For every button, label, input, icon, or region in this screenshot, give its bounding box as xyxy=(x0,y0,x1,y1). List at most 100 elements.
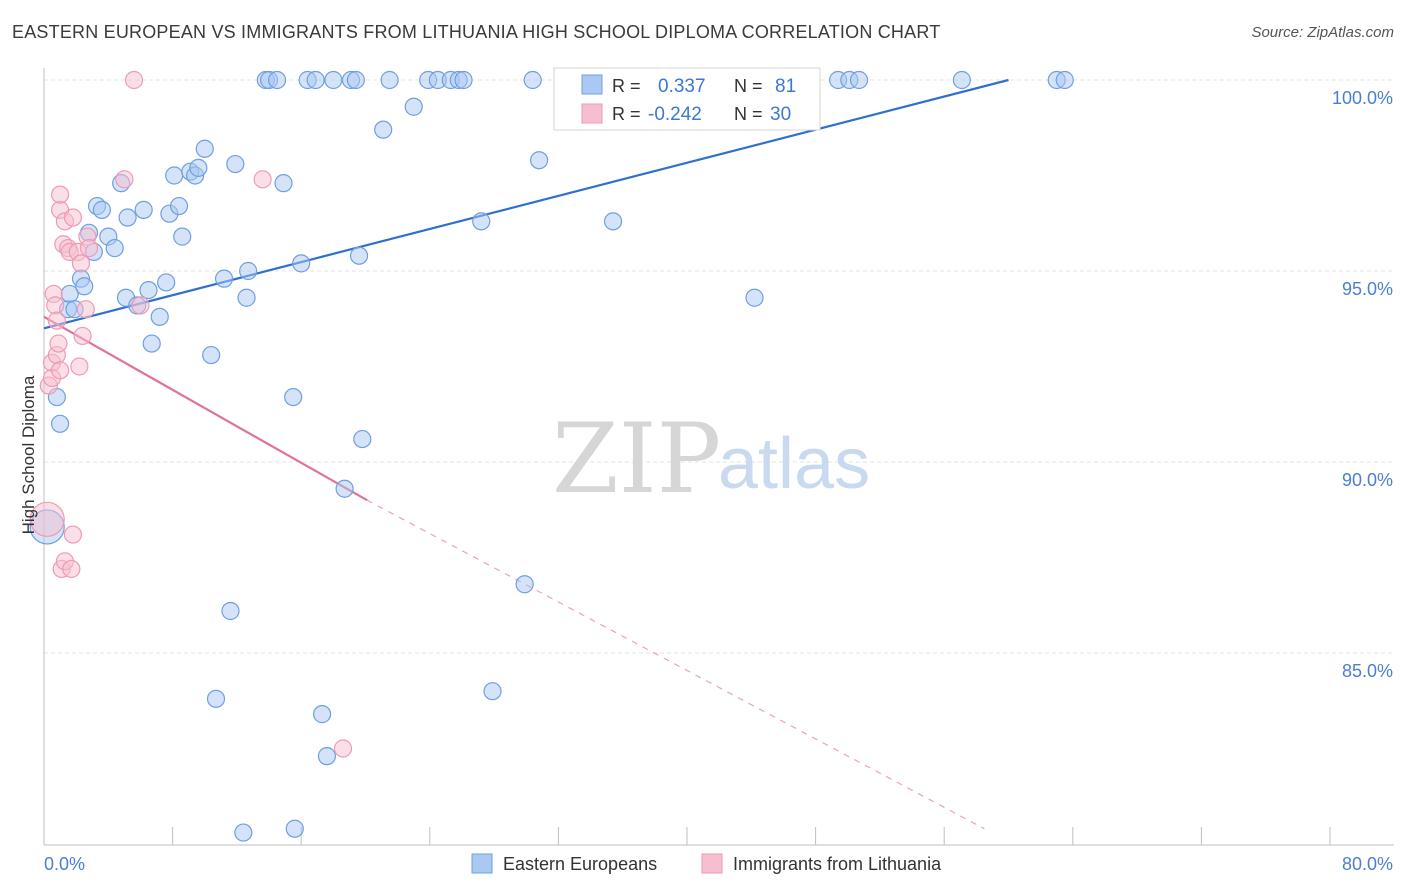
source-label: Source: ZipAtlas.com xyxy=(1251,24,1394,41)
point-immigrants-lithuania xyxy=(79,238,99,258)
point-immigrants-lithuania xyxy=(253,170,272,189)
legend-swatch-immigrants-lithuania xyxy=(701,853,723,874)
point-eastern-europeans xyxy=(139,281,158,300)
point-eastern-europeans xyxy=(214,269,234,288)
trend-line-immigrants-lithuania xyxy=(43,315,368,502)
point-eastern-europeans xyxy=(206,689,226,708)
point-immigrants-lithuania xyxy=(63,208,83,227)
axes: 100.0% 95.0% 90.0% 85.0% 0.0% 80.0% xyxy=(43,68,1394,874)
grid-lines xyxy=(44,79,1394,654)
point-eastern-europeans xyxy=(404,97,423,116)
point-immigrants-lithuania xyxy=(73,326,92,346)
point-eastern-europeans xyxy=(285,819,304,838)
legend-label-eastern-europeans: Eastern Europeans xyxy=(503,854,657,874)
point-eastern-europeans xyxy=(165,166,184,185)
point-eastern-europeans xyxy=(189,158,208,177)
stats-n-value-pink: 30 xyxy=(770,104,791,125)
stats-swatch-blue xyxy=(581,74,603,95)
watermark-zip: ZIP xyxy=(552,403,721,515)
point-eastern-europeans xyxy=(603,212,623,231)
stats-r-value-blue: 0.337 xyxy=(658,76,706,97)
point-eastern-europeans xyxy=(173,227,192,246)
stats-n-label-blue: N = xyxy=(734,76,763,96)
point-eastern-europeans xyxy=(317,747,337,766)
point-eastern-europeans xyxy=(105,238,124,258)
point-eastern-europeans xyxy=(234,823,253,842)
point-immigrants-lithuania xyxy=(62,559,81,579)
point-eastern-europeans xyxy=(324,70,343,90)
stats-swatch-pink xyxy=(581,103,603,124)
stats-r-label-pink: R = xyxy=(612,104,641,124)
point-eastern-europeans xyxy=(1055,70,1074,90)
x-tick-label: 0.0% xyxy=(44,854,85,874)
point-eastern-europeans xyxy=(454,70,473,90)
point-eastern-europeans xyxy=(169,196,189,216)
point-eastern-europeans xyxy=(472,212,491,231)
stats-n-value-blue: 81 xyxy=(775,76,796,97)
point-eastern-europeans xyxy=(745,288,764,307)
bottom-legend: Eastern Europeans Immigrants from Lithua… xyxy=(471,853,942,874)
point-immigrants-lithuania xyxy=(47,311,66,330)
point-eastern-europeans xyxy=(195,139,214,158)
point-eastern-europeans xyxy=(274,174,293,193)
point-eastern-europeans xyxy=(75,277,94,296)
point-immigrants-lithuania xyxy=(70,357,89,376)
point-eastern-europeans xyxy=(226,154,245,174)
point-immigrants-lithuania xyxy=(49,334,68,353)
point-eastern-europeans xyxy=(267,70,287,90)
y-tick-label: 95.0% xyxy=(1342,279,1393,299)
point-immigrants-lithuania xyxy=(29,501,65,537)
point-immigrants-lithuania xyxy=(76,300,95,319)
point-eastern-europeans xyxy=(202,345,221,365)
point-eastern-europeans xyxy=(483,682,502,701)
point-eastern-europeans xyxy=(353,429,372,449)
y-tick-label: 85.0% xyxy=(1342,661,1393,681)
stats-legend: R = 0.337 N = 81 R = -0.242 N = 30 xyxy=(553,67,821,131)
trend-line-eastern-europeans xyxy=(43,78,1009,330)
y-tick-label: 90.0% xyxy=(1342,470,1393,490)
point-immigrants-lithuania xyxy=(63,525,83,544)
trend-lines xyxy=(43,78,1009,830)
point-eastern-europeans xyxy=(346,70,365,90)
point-immigrants-lithuania xyxy=(50,361,70,380)
point-eastern-europeans xyxy=(134,200,153,219)
point-immigrants-lithuania xyxy=(131,296,150,315)
point-immigrants-lithuania xyxy=(50,185,70,204)
watermark-atlas: atlas xyxy=(718,424,870,504)
point-eastern-europeans xyxy=(157,273,176,292)
point-eastern-europeans xyxy=(237,288,256,307)
point-eastern-europeans xyxy=(92,200,111,219)
point-eastern-europeans xyxy=(239,261,258,281)
point-eastern-europeans xyxy=(142,334,161,353)
watermark: ZIP atlas xyxy=(552,403,870,515)
point-eastern-europeans xyxy=(849,70,869,90)
y-axis-label: High School Diploma xyxy=(19,375,38,534)
point-eastern-europeans xyxy=(515,575,534,594)
y-axis-label-group: High School Diploma xyxy=(19,375,38,534)
point-immigrants-lithuania xyxy=(124,70,144,90)
point-immigrants-lithuania xyxy=(46,296,65,315)
point-eastern-europeans xyxy=(292,254,311,273)
trend-extension-immigrants-lithuania xyxy=(366,499,985,830)
point-eastern-europeans xyxy=(380,70,399,90)
data-points xyxy=(29,70,1074,842)
stats-n-label-pink: N = xyxy=(734,104,763,124)
stats-r-value-pink: -0.242 xyxy=(648,104,702,125)
point-eastern-europeans xyxy=(284,387,303,407)
point-immigrants-lithuania xyxy=(71,254,91,273)
point-immigrants-lithuania xyxy=(115,170,134,189)
point-eastern-europeans xyxy=(335,479,354,498)
x-tick-label: 80.0% xyxy=(1342,854,1393,874)
legend-label-immigrants-lithuania: Immigrants from Lithuania xyxy=(733,854,942,874)
legend-swatch-eastern-europeans xyxy=(471,853,493,874)
point-immigrants-lithuania xyxy=(333,739,353,758)
point-eastern-europeans xyxy=(306,70,325,90)
point-eastern-europeans xyxy=(221,601,240,621)
point-eastern-europeans xyxy=(50,414,70,433)
point-eastern-europeans xyxy=(523,70,542,90)
point-eastern-europeans xyxy=(374,120,393,139)
point-eastern-europeans xyxy=(530,151,549,170)
chart-title: EASTERN EUROPEAN VS IMMIGRANTS FROM LITH… xyxy=(12,22,941,42)
point-eastern-europeans xyxy=(118,208,137,227)
